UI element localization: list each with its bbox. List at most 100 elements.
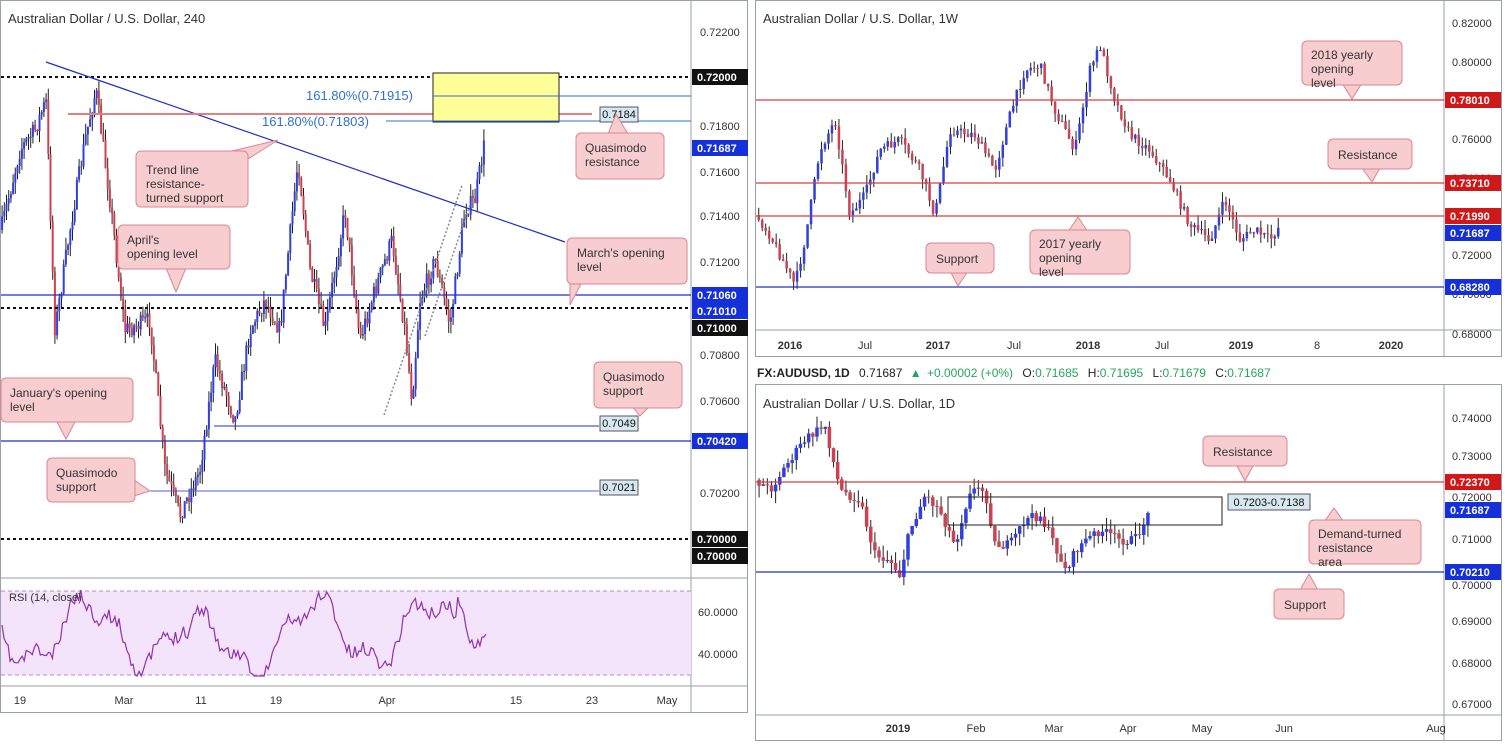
weekly-price-tag: 0.71687 [1450,228,1490,240]
h4-candle [311,266,314,283]
callout-line: Quasimodo [585,141,647,155]
h4-candle [45,93,48,110]
daily-candle [757,478,761,498]
daily-drawings: 0.7203-0.7138 Resistance Demand-turned re… [756,435,1444,620]
weekly-candle [774,233,778,248]
weekly-candle [1123,110,1127,133]
h4-candle [254,319,257,333]
h4-candles [1,81,485,524]
weekly-y-tick: 0.68000 [1452,329,1492,341]
daily-price-tag-box [1445,474,1501,490]
h4-title: Australian Dollar / U.S. Dollar, 240 [8,11,205,26]
callout-line: April's [127,233,159,247]
weekly-candle [1053,101,1057,123]
weekly-candle [1029,62,1032,76]
h4-candle [454,272,457,305]
h4-candle [5,194,8,220]
h4-candle [51,215,54,280]
daily-candle [765,478,770,495]
weekly-candle [903,128,907,154]
weekly-x-tick: 2017 [926,340,950,352]
h4-candle [56,304,59,340]
h4-candle [335,256,338,287]
daily-candle [827,421,832,457]
h4-candle [276,312,279,333]
h4-candle [29,128,32,148]
daily-candle [993,524,997,546]
h4-candle [245,341,248,380]
callout-quasimodo-resistance: Quasimodo resistance [575,112,665,180]
callout-line: turned support [146,191,224,205]
weekly-candle [1001,140,1005,167]
weekly-candle [848,189,851,220]
h4-candle [108,179,111,213]
h4-price-tag: 0.71060 [697,290,737,302]
weekly-candle [1266,224,1270,243]
h4-candle [163,434,166,477]
weekly-price-tag: 0.68280 [1450,282,1490,294]
h4-candle [295,160,298,201]
h4-candle [212,364,215,403]
rsi-line [1,589,487,678]
h4-candle [166,456,169,485]
daily-candle [951,522,956,544]
daily-y-tick: 0.69000 [1452,616,1492,628]
info-up-arrow-icon: ▲ [910,366,922,380]
daily-y-tick: 0.68000 [1452,658,1492,670]
daily-candle [1001,540,1005,550]
h4-candle [438,269,441,283]
weekly-candle [1189,221,1193,237]
weekly-candle [1270,224,1273,249]
callout-line: level [577,260,602,274]
daily-candle [931,495,935,517]
callout-line: March's opening [577,246,665,260]
daily-candle [889,555,894,574]
daily-y-tick: 0.67000 [1452,699,1492,711]
weekly-x-tick: Jul [858,340,872,352]
weekly-candle [771,237,774,244]
weekly-candle [1018,80,1022,98]
weekly-candle [952,127,956,137]
h4-candle [394,248,397,276]
callout-line: Quasimodo [56,466,118,480]
weekly-y-tick: 0.72000 [1452,250,1492,262]
daily-candle [997,530,1001,548]
h4-y-tick: 0.71200 [700,257,740,269]
weekly-candle [959,124,963,139]
weekly-candle [865,175,869,200]
weekly-candle [921,163,924,189]
weekly-candle [1113,86,1116,106]
daily-candle [794,445,799,470]
h4-candle [75,176,78,211]
axes-layer: 0.72200 0.71800 0.71600 0.71400 0.71200 0.708… [14,18,1501,735]
h4-candle [152,336,155,372]
weekly-candle [1217,207,1221,231]
h4-candle [100,98,103,135]
weekly-candle [994,160,998,178]
h4-candle [251,324,254,335]
h4-candle [67,243,70,256]
h4-candle [302,187,305,220]
daily-candle [1096,530,1101,544]
weekly-candle [1144,138,1148,156]
daily-price-tag: 0.72370 [1450,477,1490,489]
h4-candle [135,318,138,332]
h4-price-tag: 0.71000 [697,323,737,335]
rsi-tick-60: 60.0000 [698,607,738,619]
h4-candle [93,89,96,118]
h4-candle [172,473,175,496]
callout-quasimodo-support-left: Quasimodo support [46,457,152,503]
weekly-candle [1242,234,1245,252]
daily-candle [1042,507,1047,532]
daily-candle [877,546,881,563]
daily-candle [1084,529,1088,547]
weekly-candle [781,254,785,262]
weekly-candle [1179,185,1182,216]
daily-x-tick: Feb [967,723,986,735]
h4-candle [412,385,415,399]
weekly-candle [837,118,841,160]
h4-x-tick: 19 [270,695,282,707]
weekly-candle [778,238,781,261]
h4-candle [480,156,483,174]
weekly-candle [879,147,883,160]
